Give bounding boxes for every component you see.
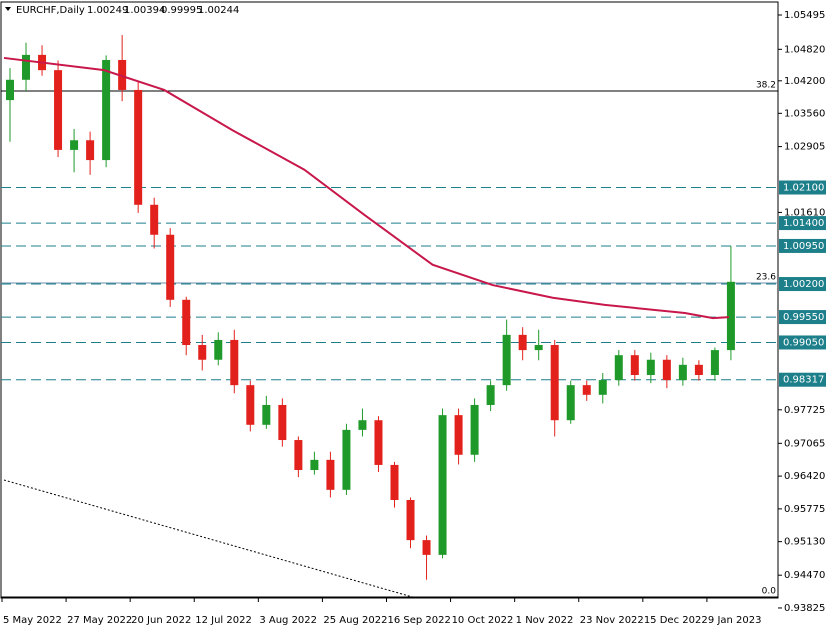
x-tick-label: 10 Oct 2022 xyxy=(452,615,514,626)
x-tick-label: 15 Dec 2022 xyxy=(644,615,708,626)
candle-body xyxy=(566,385,575,421)
x-tick-label: 25 Aug 2022 xyxy=(323,615,387,626)
level-tag xyxy=(779,277,826,292)
candle-body xyxy=(502,334,511,386)
candle-body xyxy=(582,385,591,395)
candle-body xyxy=(358,420,367,430)
level-tag-label: 0.99050 xyxy=(783,337,824,348)
fib-label: 38.2 xyxy=(756,80,776,90)
level-tag xyxy=(779,180,826,195)
candle-body xyxy=(198,345,207,360)
x-tick-label: 9 Jan 2023 xyxy=(708,615,762,626)
moving-average xyxy=(3,56,729,320)
level-tag-label: 1.02100 xyxy=(783,183,824,194)
candle-body xyxy=(246,385,255,425)
candle-body xyxy=(454,415,463,455)
y-tick-label: 0.97725 xyxy=(784,405,825,416)
candle-body xyxy=(694,364,703,375)
candle-body xyxy=(310,459,319,471)
x-tick-label: 16 Sep 2022 xyxy=(387,615,450,626)
level-tag xyxy=(779,310,826,325)
candle-body xyxy=(646,359,655,375)
candle-body xyxy=(102,59,111,161)
x-tick-label: 3 Aug 2022 xyxy=(259,615,317,626)
candle-body xyxy=(518,334,527,351)
symbol: EURCHF,Daily xyxy=(16,5,85,16)
candle-body xyxy=(278,404,287,441)
x-tick-label: 23 Nov 2022 xyxy=(580,615,644,626)
level-tag xyxy=(779,216,826,231)
symbol-arrow xyxy=(5,7,11,11)
y-tick-label: 1.04820 xyxy=(784,44,825,55)
x-tick-label: 20 Jun 2022 xyxy=(131,615,191,626)
quote-close: 1.00244 xyxy=(198,5,239,16)
candle-body xyxy=(182,299,191,346)
candle-body xyxy=(662,359,671,381)
candle-body xyxy=(54,70,63,150)
candle-body xyxy=(326,459,335,490)
candle-body xyxy=(230,339,239,386)
candle-body xyxy=(422,540,431,555)
level-tag xyxy=(779,372,826,387)
y-tick-label: 1.01610 xyxy=(784,207,825,218)
level-tag xyxy=(779,335,826,350)
candle-body xyxy=(6,79,14,101)
x-tick-label: 12 Jul 2022 xyxy=(195,615,252,626)
candle-body xyxy=(534,345,543,351)
level-tag-label: 1.01400 xyxy=(783,218,824,229)
plot-frame xyxy=(0,1,779,599)
x-tick-label: 5 May 2022 xyxy=(3,615,62,626)
candle-body xyxy=(134,89,143,205)
candle-body xyxy=(614,355,623,381)
level-tag-label: 1.00950 xyxy=(783,241,824,252)
level-tag xyxy=(779,238,826,253)
level-tag-label: 0.99550 xyxy=(783,312,824,323)
candle-body xyxy=(598,380,607,395)
candle-body xyxy=(406,499,415,541)
level-tag-label: 1.00200 xyxy=(783,279,824,290)
candle-body xyxy=(678,364,687,381)
candle-body xyxy=(262,404,271,425)
candle-body xyxy=(294,440,303,471)
candle-body xyxy=(470,404,479,455)
candle-body xyxy=(630,355,639,375)
candle-body xyxy=(150,204,159,235)
candle-body xyxy=(438,415,447,555)
y-tick-label: 1.03560 xyxy=(784,108,825,119)
candle-body xyxy=(486,385,495,405)
y-tick-label: 0.97065 xyxy=(784,438,825,449)
candle-body xyxy=(726,281,735,351)
y-tick-label: 0.95775 xyxy=(784,504,825,515)
trendline xyxy=(3,479,413,598)
y-tick-label: 0.96420 xyxy=(784,471,825,482)
candle-body xyxy=(342,429,351,490)
candle-body xyxy=(550,345,559,421)
x-tick-label: 27 May 2022 xyxy=(67,615,132,626)
y-tick-label: 1.04200 xyxy=(784,76,825,87)
x-tick-label: 1 Nov 2022 xyxy=(516,615,574,626)
quote-low: 0.99995 xyxy=(161,5,202,16)
quote-open: 1.00249 xyxy=(87,5,128,16)
y-tick-label: 1.05495 xyxy=(784,10,825,21)
candle-body xyxy=(86,140,95,161)
candle-body xyxy=(390,464,399,500)
candle-body xyxy=(214,339,223,360)
fib-label: 23.6 xyxy=(756,273,776,283)
candle-body xyxy=(118,59,127,90)
candle-body xyxy=(374,420,383,465)
y-tick-label: 0.94470 xyxy=(784,570,825,581)
y-tick-label: 1.02905 xyxy=(784,142,825,153)
candle-body xyxy=(710,350,719,375)
y-tick-label: 0.93825 xyxy=(784,603,825,614)
fib-label: 0.0 xyxy=(762,587,777,597)
candle-body xyxy=(22,54,31,80)
candle-body xyxy=(166,234,175,300)
y-tick-label: 0.95130 xyxy=(784,537,825,548)
level-tag-label: 0.98317 xyxy=(783,375,824,386)
candle-body xyxy=(70,140,79,150)
quote-high: 1.00394 xyxy=(124,5,165,16)
